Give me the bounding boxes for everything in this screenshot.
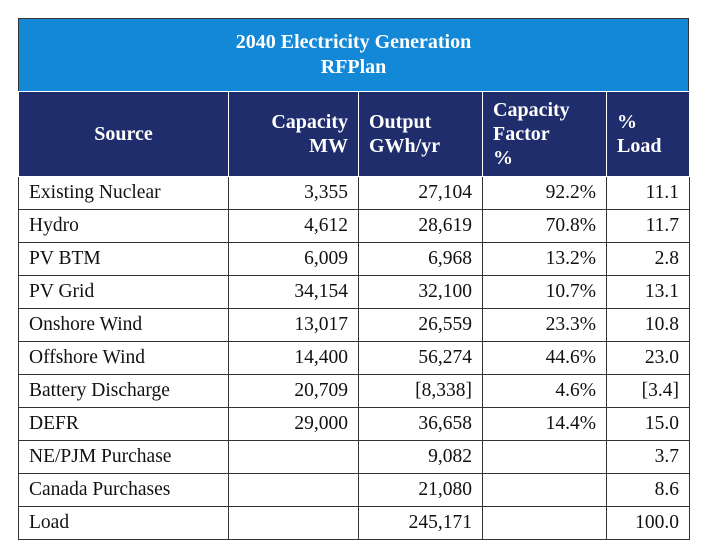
row-label: Offshore Wind: [18, 341, 229, 375]
cell: 28,619: [358, 209, 483, 243]
table-row: Canada Purchases 21,080 8.6: [18, 473, 690, 507]
cell: [482, 506, 607, 540]
cell: 6,009: [228, 242, 359, 276]
header-line: Factor: [493, 123, 550, 145]
cell: 100.0: [606, 506, 690, 540]
column-header: Output GWh/yr: [358, 91, 483, 177]
table-row: Hydro 4,612 28,619 70.8% 11.7: [18, 209, 690, 243]
table-row: Existing Nuclear 3,355 27,104 92.2% 11.1: [18, 176, 690, 210]
cell: [482, 473, 607, 507]
title-band: 2040 Electricity Generation RFPlan: [18, 18, 689, 91]
cell: 70.8%: [482, 209, 607, 243]
cell: 23.0: [606, 341, 690, 375]
cell: 2.8: [606, 242, 690, 276]
cell: 11.1: [606, 176, 690, 210]
table-row: PV BTM 6,009 6,968 13.2% 2.8: [18, 242, 690, 276]
header-line: Source: [94, 123, 153, 145]
column-header: Source: [18, 91, 229, 177]
column-header: % Load: [606, 91, 690, 177]
cell: 245,171: [358, 506, 483, 540]
subtitle: RFPlan: [320, 56, 387, 78]
table-row: Onshore Wind 13,017 26,559 23.3% 10.8: [18, 308, 690, 342]
row-label: DEFR: [18, 407, 229, 441]
cell: 10.7%: [482, 275, 607, 309]
cell: 23.3%: [482, 308, 607, 342]
cell: 15.0: [606, 407, 690, 441]
cell: [3.4]: [606, 374, 690, 408]
table-row: PV Grid 34,154 32,100 10.7% 13.1: [18, 275, 690, 309]
row-label: NE/PJM Purchase: [18, 440, 229, 474]
cell: 34,154: [228, 275, 359, 309]
cell: 3,355: [228, 176, 359, 210]
cell: 92.2%: [482, 176, 607, 210]
cell: 13,017: [228, 308, 359, 342]
cell: 4,612: [228, 209, 359, 243]
cell: 44.6%: [482, 341, 607, 375]
table-row: Load 245,171 100.0: [18, 506, 690, 540]
cell: [228, 473, 359, 507]
row-label: PV BTM: [18, 242, 229, 276]
cell: 13.2%: [482, 242, 607, 276]
cell: 32,100: [358, 275, 483, 309]
cell: [228, 440, 359, 474]
header-row: Source Capacity MW Output GWh/yr Capacity Fact…: [18, 91, 690, 177]
table: Source Capacity MW Output GWh/yr Capacity Fact…: [18, 91, 690, 540]
header-line: Capacity: [271, 111, 348, 133]
row-label: Canada Purchases: [18, 473, 229, 507]
cell: 4.6%: [482, 374, 607, 408]
cell: 56,274: [358, 341, 483, 375]
cell: 13.1: [606, 275, 690, 309]
header-line: Capacity: [493, 99, 570, 121]
header-line: Load: [617, 135, 662, 157]
row-label: PV Grid: [18, 275, 229, 309]
cell: 21,080: [358, 473, 483, 507]
row-label: Battery Discharge: [18, 374, 229, 408]
header-line: GWh/yr: [369, 135, 441, 157]
title: 2040 Electricity Generation: [235, 31, 472, 53]
cell: 36,658: [358, 407, 483, 441]
table-body: Existing Nuclear 3,355 27,104 92.2% 11.1 Hydr…: [18, 176, 690, 540]
cell: 10.8: [606, 308, 690, 342]
cell: [228, 506, 359, 540]
header-line: MW: [309, 135, 348, 157]
header-line: %: [617, 111, 637, 133]
table-row: DEFR 29,000 36,658 14.4% 15.0: [18, 407, 690, 441]
cell: 3.7: [606, 440, 690, 474]
column-header: Capacity Factor%: [482, 91, 607, 177]
cell: [8,338]: [358, 374, 483, 408]
cell: 11.7: [606, 209, 690, 243]
cell: 8.6: [606, 473, 690, 507]
table-wrap: 2040 Electricity Generation RFPlan Sourc…: [18, 18, 690, 540]
row-label: Existing Nuclear: [18, 176, 229, 210]
cell: 14.4%: [482, 407, 607, 441]
table-row: Offshore Wind 14,400 56,274 44.6% 23.0: [18, 341, 690, 375]
cell: 14,400: [228, 341, 359, 375]
header-line: %: [493, 147, 513, 169]
cell: 9,082: [358, 440, 483, 474]
table-row: NE/PJM Purchase 9,082 3.7: [18, 440, 690, 474]
cell: 26,559: [358, 308, 483, 342]
cell: 29,000: [228, 407, 359, 441]
header-line: Output: [369, 111, 432, 133]
cell: 6,968: [358, 242, 483, 276]
cell: [482, 440, 607, 474]
table-row: Battery Discharge 20,709 [8,338] 4.6% [3.4]: [18, 374, 690, 408]
row-label: Hydro: [18, 209, 229, 243]
row-label: Load: [18, 506, 229, 540]
cell: 20,709: [228, 374, 359, 408]
cell: 27,104: [358, 176, 483, 210]
column-header: Capacity MW: [228, 91, 359, 177]
row-label: Onshore Wind: [18, 308, 229, 342]
